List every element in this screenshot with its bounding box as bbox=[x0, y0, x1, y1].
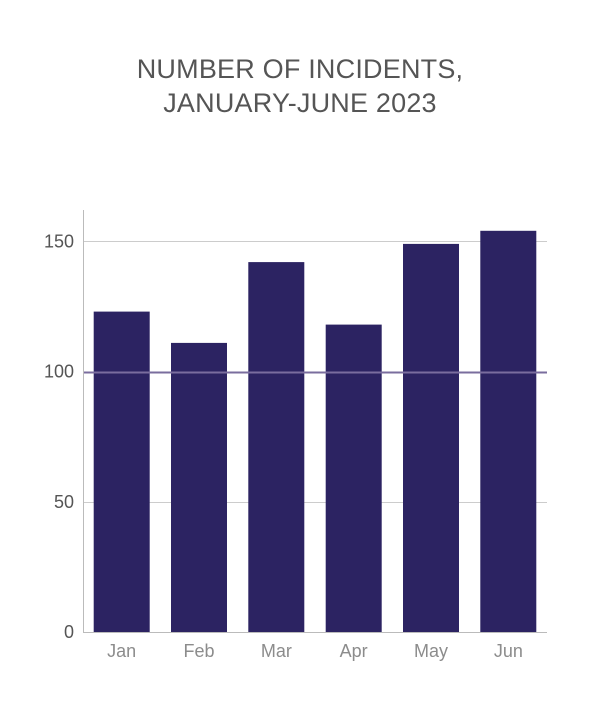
grid-lines bbox=[83, 241, 547, 503]
y-tick-label-150: 150 bbox=[44, 231, 74, 251]
bars bbox=[93, 230, 537, 633]
bar-jan bbox=[93, 311, 150, 632]
x-tick-label-may: May bbox=[414, 641, 448, 661]
y-tick-label-0: 0 bbox=[64, 622, 74, 642]
x-tick-label-apr: Apr bbox=[340, 641, 368, 661]
bar-may bbox=[403, 243, 459, 632]
chart-title: NUMBER OF INCIDENTS, JANUARY-JUNE 2023 bbox=[0, 52, 600, 120]
x-tick-label-mar: Mar bbox=[261, 641, 292, 661]
bar-mar bbox=[248, 262, 305, 632]
axes bbox=[83, 210, 547, 633]
x-tick-labels: Jan Feb Mar Apr May Jun bbox=[107, 641, 523, 661]
y-tick-label-100: 100 bbox=[44, 362, 74, 382]
chart-title-line-1: NUMBER OF INCIDENTS, bbox=[136, 54, 464, 84]
y-tick-labels: 0 50 100 150 bbox=[44, 231, 74, 642]
x-tick-label-jan: Jan bbox=[107, 641, 136, 661]
y-tick-label-50: 50 bbox=[54, 492, 74, 512]
bar-apr bbox=[325, 324, 382, 632]
bar-jun bbox=[480, 230, 537, 633]
x-tick-label-feb: Feb bbox=[183, 641, 214, 661]
bar-feb bbox=[171, 342, 227, 632]
x-tick-label-jun: Jun bbox=[494, 641, 523, 661]
chart-title-line-2: JANUARY-JUNE 2023 bbox=[163, 88, 437, 118]
